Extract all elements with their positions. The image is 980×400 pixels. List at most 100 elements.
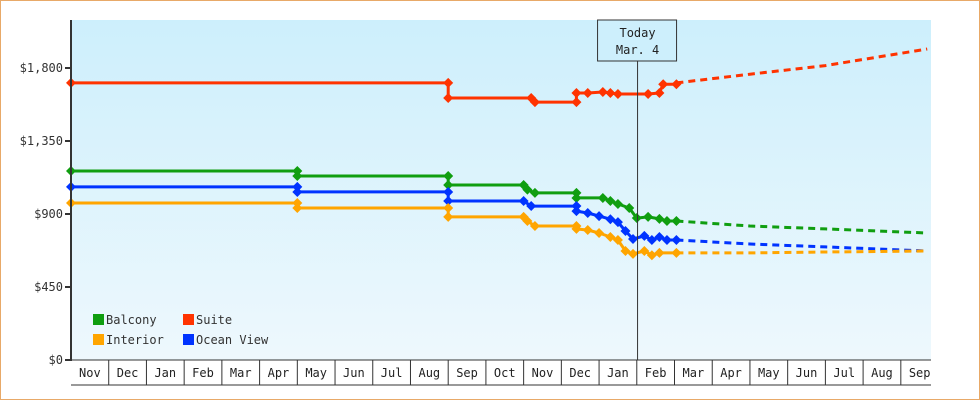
y-tick-label: $1,800 xyxy=(20,61,63,75)
month-label: May xyxy=(305,366,327,380)
month-label: Feb xyxy=(192,366,214,380)
data-point-marker[interactable] xyxy=(654,213,665,224)
data-point-marker[interactable] xyxy=(571,97,582,108)
data-point-marker[interactable] xyxy=(671,247,682,258)
y-tick-label: $1,350 xyxy=(20,134,63,148)
data-point-marker[interactable] xyxy=(594,211,605,222)
data-point-marker[interactable] xyxy=(631,213,642,224)
data-point-marker[interactable] xyxy=(443,171,454,182)
data-point-marker[interactable] xyxy=(597,87,608,98)
y-tick-label: $450 xyxy=(34,280,63,294)
month-label: Jun xyxy=(796,366,818,380)
data-point-marker[interactable] xyxy=(646,234,657,245)
data-point-marker[interactable] xyxy=(605,214,616,225)
data-point-marker[interactable] xyxy=(654,87,665,98)
data-point-marker[interactable] xyxy=(522,184,533,195)
data-point-marker[interactable] xyxy=(292,197,303,208)
data-point-marker[interactable] xyxy=(518,196,529,207)
legend-swatch xyxy=(183,314,194,325)
data-point-marker[interactable] xyxy=(624,202,635,213)
data-point-marker[interactable] xyxy=(292,166,303,177)
data-point-marker[interactable] xyxy=(654,247,665,258)
data-point-marker[interactable] xyxy=(522,215,533,226)
data-point-marker[interactable] xyxy=(628,248,639,259)
month-label: Dec xyxy=(569,366,591,380)
axes: $0 $450 $900 $1,350 $1,800 xyxy=(20,20,931,367)
data-point-marker[interactable] xyxy=(605,232,616,243)
data-point-marker[interactable] xyxy=(526,201,537,212)
data-point-marker[interactable] xyxy=(597,192,608,203)
month-label: Oct xyxy=(494,366,516,380)
data-point-marker[interactable] xyxy=(443,179,454,190)
series-interior xyxy=(66,197,928,261)
legend-label: Suite xyxy=(196,313,232,327)
data-point-marker[interactable] xyxy=(612,234,623,245)
data-point-marker[interactable] xyxy=(639,230,650,241)
data-point-marker[interactable] xyxy=(658,79,669,90)
data-point-marker[interactable] xyxy=(571,87,582,98)
month-label: Jan xyxy=(154,366,176,380)
data-point-marker[interactable] xyxy=(571,223,582,234)
data-point-marker[interactable] xyxy=(605,196,616,207)
data-point-marker[interactable] xyxy=(443,196,454,207)
data-point-marker[interactable] xyxy=(443,202,454,213)
month-label: Nov xyxy=(79,366,101,380)
legend-label: Interior xyxy=(106,333,164,347)
legend-label: Balcony xyxy=(106,313,157,327)
legend-item-interior[interactable]: Interior xyxy=(93,333,164,347)
data-point-marker[interactable] xyxy=(571,192,582,203)
data-point-marker[interactable] xyxy=(661,234,672,245)
month-label: Jan xyxy=(607,366,629,380)
data-point-marker[interactable] xyxy=(671,215,682,226)
data-point-marker[interactable] xyxy=(582,225,593,236)
data-point-marker[interactable] xyxy=(643,211,654,222)
month-label: Aug xyxy=(418,366,440,380)
data-point-marker[interactable] xyxy=(582,208,593,219)
data-point-marker[interactable] xyxy=(292,181,303,192)
data-point-marker[interactable] xyxy=(443,186,454,197)
data-point-marker[interactable] xyxy=(571,206,582,217)
data-point-marker[interactable] xyxy=(571,201,582,212)
data-point-marker[interactable] xyxy=(292,186,303,197)
forecast-line xyxy=(676,47,928,85)
data-point-marker[interactable] xyxy=(529,97,540,108)
data-point-marker[interactable] xyxy=(292,171,303,182)
data-point-marker[interactable] xyxy=(571,187,582,198)
x-axis-months: Nov Dec Jan Feb Mar Apr May Jun Jul Aug Sep Oct Nov D… xyxy=(71,360,931,386)
month-label: Dec xyxy=(117,366,139,380)
legend-item-suite[interactable]: Suite xyxy=(183,313,232,327)
forecast-line xyxy=(676,238,928,253)
data-point-marker[interactable] xyxy=(628,233,639,244)
data-point-marker[interactable] xyxy=(639,245,650,256)
series-suite xyxy=(66,47,928,108)
month-label: Jun xyxy=(343,366,365,380)
data-point-marker[interactable] xyxy=(605,87,616,98)
data-point-marker[interactable] xyxy=(612,198,623,209)
month-label: Apr xyxy=(268,366,290,380)
data-point-marker[interactable] xyxy=(582,87,593,98)
data-point-marker[interactable] xyxy=(612,217,623,228)
data-point-marker[interactable] xyxy=(529,221,540,232)
data-point-marker[interactable] xyxy=(643,88,654,99)
data-point-marker[interactable] xyxy=(654,232,665,243)
data-point-marker[interactable] xyxy=(646,250,657,261)
y-tick-label: $0 xyxy=(49,353,63,367)
month-label: Apr xyxy=(720,366,742,380)
data-point-marker[interactable] xyxy=(612,88,623,99)
data-point-marker[interactable] xyxy=(443,211,454,222)
data-point-marker[interactable] xyxy=(443,93,454,104)
data-point-marker[interactable] xyxy=(594,227,605,238)
data-point-marker[interactable] xyxy=(671,234,682,245)
data-point-marker[interactable] xyxy=(620,245,631,256)
data-point-marker[interactable] xyxy=(671,79,682,90)
data-point-marker[interactable] xyxy=(529,187,540,198)
data-point-marker[interactable] xyxy=(292,202,303,213)
month-label: Feb xyxy=(645,366,667,380)
data-point-marker[interactable] xyxy=(620,226,631,237)
legend-item-balcony[interactable]: Balcony xyxy=(93,313,157,327)
legend-item-ocean-view[interactable]: Ocean View xyxy=(183,333,269,347)
today-date: Mar. 4 xyxy=(616,43,659,57)
y-tick-label: $900 xyxy=(34,207,63,221)
data-point-marker[interactable] xyxy=(443,77,454,88)
data-point-marker[interactable] xyxy=(661,215,672,226)
